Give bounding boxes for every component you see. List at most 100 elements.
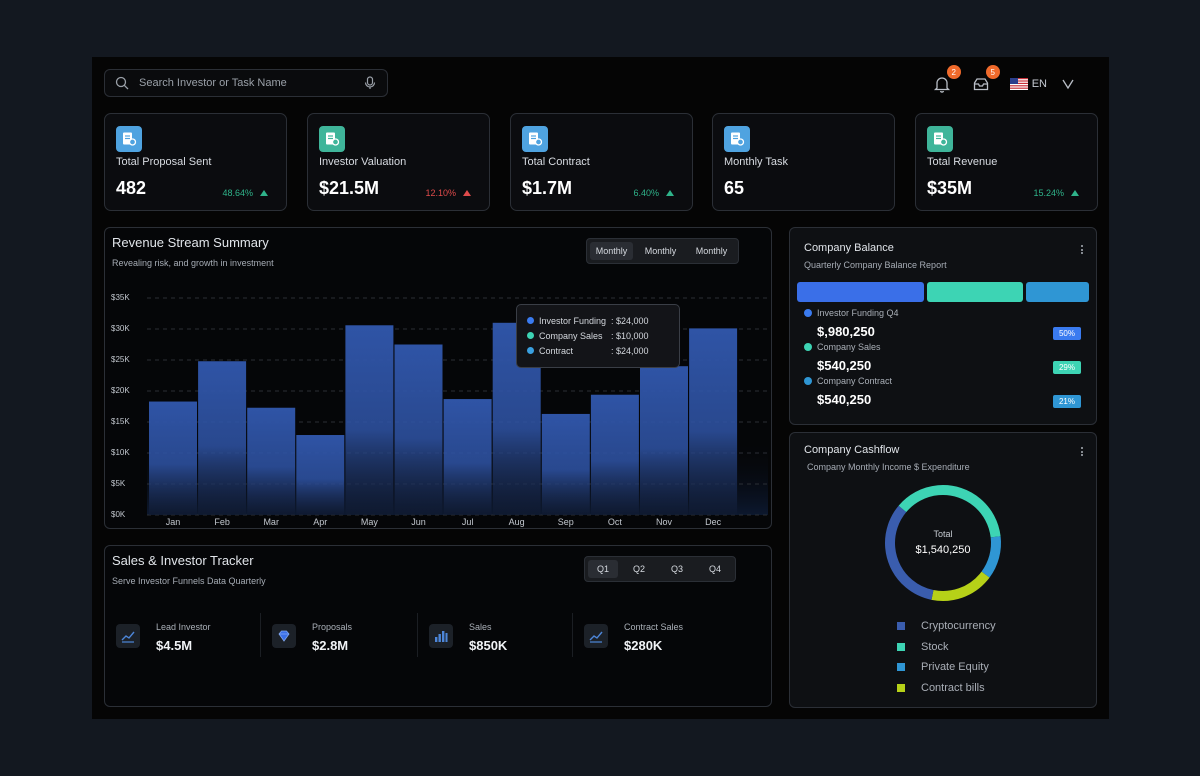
tab-q4[interactable]: Q4: [698, 560, 732, 578]
stat-value: 482: [116, 178, 147, 198]
balance-label-text: Company Contract: [817, 376, 893, 386]
tooltip-value: : $24,000: [611, 315, 649, 326]
balance-item-value: $,980,250: [817, 324, 875, 339]
tracker-value: $280K: [624, 638, 663, 653]
stat-card[interactable]: Total Proposal Sent 482 48.64%: [104, 113, 287, 211]
tracker-text: Contract Sales $280K: [624, 622, 683, 653]
chevron-down-icon[interactable]: [1061, 77, 1075, 91]
us-flag-icon: [1009, 78, 1028, 90]
bar-sep[interactable]: [541, 413, 590, 515]
notifications-button[interactable]: 2: [931, 65, 961, 95]
x-axis-tick: Dec: [705, 517, 722, 527]
stat-card[interactable]: Total Revenue $35M 15.24%: [915, 113, 1098, 211]
tab-q1[interactable]: Q1: [588, 560, 618, 578]
tracker-text: Lead Investor $4.5M: [156, 622, 211, 653]
y-axis-tick: $35K: [111, 293, 130, 302]
x-axis-tick: Jan: [165, 517, 181, 527]
legend-label: Private Equity: [921, 661, 989, 673]
chart-icon: [584, 624, 608, 648]
revenue-bar-chart: [147, 297, 768, 516]
trend-up-icon: [463, 190, 471, 196]
messages-button[interactable]: 5: [970, 65, 1000, 95]
bar-jan[interactable]: [149, 401, 197, 515]
stat-card[interactable]: Monthly Task 65: [712, 113, 895, 211]
bar-mar[interactable]: [247, 407, 296, 515]
bar-jun[interactable]: [394, 344, 443, 516]
legend-swatch: [897, 683, 905, 692]
revenue-title: Revenue Stream Summary: [112, 235, 269, 250]
search-icon: [115, 76, 129, 90]
tracker-item: Sales $850K: [429, 622, 507, 662]
tracker-item: Contract Sales $280K: [584, 622, 683, 662]
stat-title: Total Proposal Sent: [116, 156, 212, 168]
tooltip-value: : $24,000: [611, 345, 649, 356]
x-axis-tick: May: [360, 517, 378, 527]
microphone-icon[interactable]: [363, 76, 377, 90]
donut-slice-private-equity[interactable]: [882, 482, 1004, 604]
revenue-period-tabs: Monthly Monthly Monthly: [586, 238, 739, 264]
stat-card[interactable]: Total Contract $1.7M 6.40%: [510, 113, 693, 211]
legend-label: Stock: [921, 640, 949, 653]
tooltip-dot: [527, 347, 534, 354]
tooltip-row: Contract : $24,000: [527, 343, 669, 358]
donut-slice-cryptocurrency[interactable]: [882, 482, 1004, 604]
tab-q2[interactable]: Q2: [622, 560, 656, 578]
x-axis-tick: Jun: [411, 517, 426, 527]
tracker-label: Sales: [469, 622, 492, 632]
tab-monthly-1[interactable]: Monthly: [590, 242, 633, 260]
dashboard-frame: 2 5 EN Revenue Stream Summary Revealing …: [92, 57, 1109, 719]
tracker-value: $2.8M: [312, 638, 349, 653]
revenue-subtitle: Revealing risk, and growth in investment: [112, 258, 274, 268]
tooltip-value: : $10,000: [611, 330, 649, 341]
stat-value: 65: [724, 178, 745, 198]
document-icon: [319, 126, 345, 152]
donut-total-value: $1,540,250: [915, 544, 971, 556]
balance-item-label: Investor Funding Q4: [804, 308, 899, 318]
cashflow-menu-icon[interactable]: [1081, 447, 1084, 458]
header-actions: 2 5 EN: [914, 65, 1075, 97]
stat-title: Total Contract: [522, 156, 590, 168]
stat-title: Investor Valuation: [319, 156, 407, 168]
balance-menu-icon[interactable]: [1081, 245, 1084, 256]
company-cashflow-panel: [789, 432, 1097, 708]
search-bar[interactable]: [104, 69, 388, 97]
bar-feb[interactable]: [198, 361, 247, 515]
tab-monthly-2[interactable]: Monthly: [637, 242, 684, 260]
stat-change-value: 12.10%: [425, 188, 456, 198]
tracker-item: Proposals $2.8M: [272, 622, 352, 662]
legend-label: Contract bills: [921, 681, 985, 694]
bar-jul[interactable]: [443, 399, 492, 515]
language-label: EN: [1031, 78, 1047, 90]
balance-pct-badge: 50%: [1053, 327, 1081, 340]
tooltip-label: Company Sales: [539, 330, 603, 341]
tracker-subtitle: Serve Investor Funnels Data Quarterly: [112, 576, 266, 586]
legend-swatch: [897, 622, 905, 630]
tooltip-label: Contract: [539, 345, 574, 356]
bar-oct[interactable]: [590, 394, 639, 515]
stat-change-value: 6.40%: [633, 188, 659, 198]
stat-change: 6.40%: [633, 188, 674, 198]
tracker-label: Contract Sales: [624, 622, 684, 632]
x-axis-tick: Oct: [607, 517, 622, 527]
cashflow-title: Company Cashflow: [804, 444, 900, 456]
notifications-badge: 2: [946, 65, 961, 79]
y-axis-tick: $20K: [111, 386, 130, 395]
bar-nov[interactable]: [640, 366, 688, 515]
tab-q3[interactable]: Q3: [660, 560, 694, 578]
stat-card[interactable]: Investor Valuation $21.5M 12.10%: [307, 113, 490, 211]
legend-item: Private Equity: [897, 661, 989, 673]
bar-apr[interactable]: [296, 435, 345, 515]
donut-slice-stock[interactable]: [882, 482, 1004, 604]
bar-dec[interactable]: [689, 328, 738, 515]
bar-may[interactable]: [345, 325, 394, 515]
language-selector[interactable]: EN: [1009, 77, 1075, 91]
search-input[interactable]: [139, 77, 363, 89]
tracker-title: Sales & Investor Tracker: [112, 553, 254, 568]
chart-tooltip: Investor Funding: $24,000 Company Sales: …: [516, 304, 680, 368]
tab-monthly-3[interactable]: Monthly: [688, 242, 735, 260]
messages-badge: 5: [985, 65, 1000, 79]
tracker-text: Sales $850K: [469, 622, 507, 653]
document-icon: [522, 126, 548, 152]
trend-up-icon: [666, 190, 674, 196]
donut-slice-contract-bills[interactable]: [882, 482, 1004, 604]
